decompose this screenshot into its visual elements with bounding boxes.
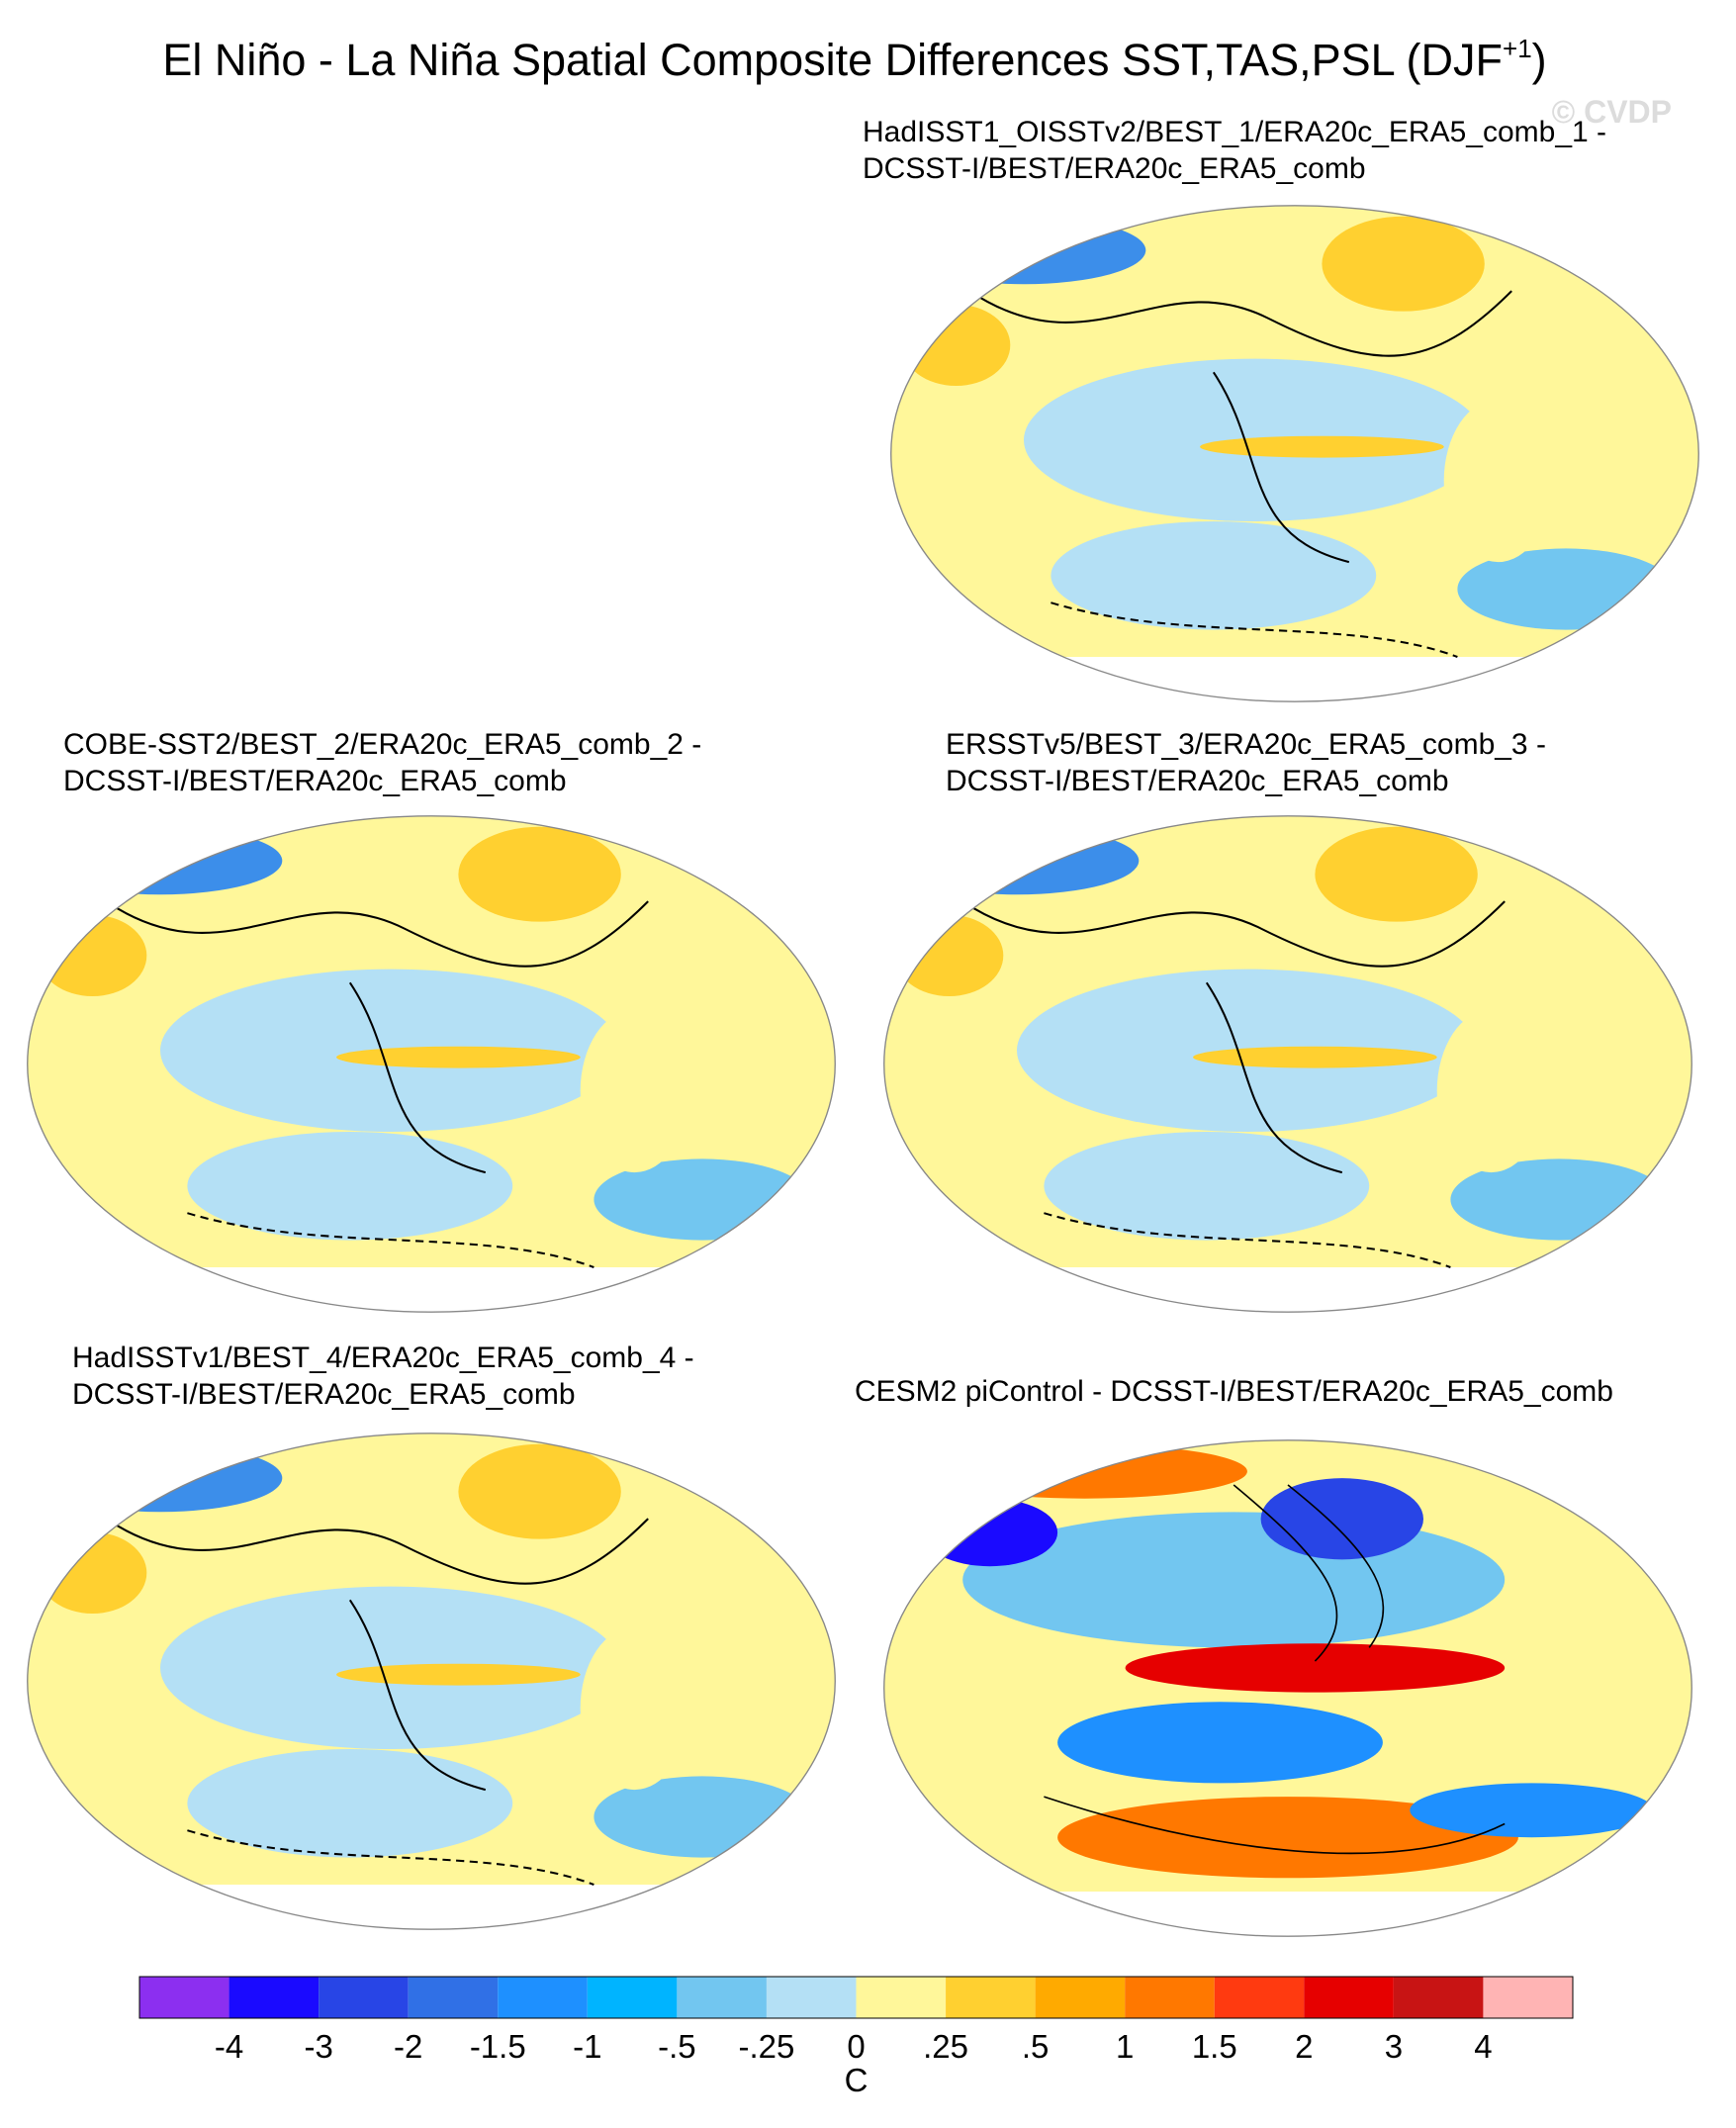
panel-title: DCSST-I/BEST/ERA20c_ERA5_comb [863, 152, 1366, 185]
map-panel [888, 203, 1701, 711]
colorbar-box [1125, 1977, 1215, 2018]
figure-title: El Niño - La Niña Spatial Composite Diff… [162, 34, 1546, 85]
colorbar-label: -1.5 [470, 2028, 526, 2065]
colorbar-box [498, 1977, 588, 2018]
colorbar-box [1304, 1977, 1394, 2018]
colorbar-box [946, 1977, 1036, 2018]
panel-title: ERSSTv5/BEST_3/ERA20c_ERA5_comb_3 - [946, 728, 1546, 761]
colorbar-box [766, 1977, 857, 2018]
title-main: El Niño - La Niña Spatial Composite Diff… [162, 35, 1503, 85]
panel-title: DCSST-I/BEST/ERA20c_ERA5_comb [72, 1378, 576, 1411]
panel-title: COBE-SST2/BEST_2/ERA20c_ERA5_comb_2 - [63, 728, 701, 761]
colorbar-box [1393, 1977, 1484, 2018]
panel-title: HadISST1_OISSTv2/BEST_1/ERA20c_ERA5_comb… [863, 116, 1606, 148]
colorbar-box [677, 1977, 767, 2018]
colorbar-box [1483, 1977, 1573, 2018]
colorbar-label: 1.5 [1192, 2028, 1237, 2065]
panel-title: DCSST-I/BEST/ERA20c_ERA5_comb [946, 765, 1449, 797]
watermark: © CVDP [1552, 94, 1672, 130]
panel-title: CESM2 piControl - DCSST-I/BEST/ERA20c_ER… [855, 1375, 1613, 1408]
colorbar-box [319, 1977, 409, 2018]
colorbar-label: 2 [1295, 2028, 1313, 2065]
panel-title: HadISSTv1/BEST_4/ERA20c_ERA5_comb_4 - [72, 1342, 694, 1374]
colorbar: -4 -3 -2 -1.5 -1 -.5 -.25 0 .25 .5 1 1.5 2 3 4 C [138, 1976, 1574, 2098]
colorbar-box [228, 1977, 320, 2018]
colorbar-box [1035, 1977, 1126, 2018]
map-panel [881, 1437, 1694, 1946]
colorbar-unit: C [845, 2062, 868, 2098]
colorbar-box [139, 1977, 229, 2018]
map-panel [25, 1431, 838, 1939]
panel-titles: HadISST1_OISSTv2/BEST_1/ERA20c_ERA5_comb… [63, 116, 1613, 1411]
colorbar-label: 3 [1385, 2028, 1403, 2065]
colorbar-frame [138, 1976, 1574, 2019]
map-panel [881, 813, 1694, 1322]
colorbar-box [587, 1977, 678, 2018]
colorbar-label: .25 [923, 2028, 968, 2065]
title-superscript: +1 [1503, 34, 1532, 63]
colorbar-label: -1 [573, 2028, 601, 2065]
panel-title: DCSST-I/BEST/ERA20c_ERA5_comb [63, 765, 567, 797]
colorbar-label: -4 [215, 2028, 243, 2065]
title-close: ) [1532, 35, 1547, 85]
colorbar-box [408, 1977, 499, 2018]
colorbar-box [1214, 1977, 1305, 2018]
colorbar-label: -3 [304, 2028, 332, 2065]
colorbar-label: -2 [394, 2028, 422, 2065]
colorbar-label: .5 [1022, 2028, 1050, 2065]
colorbar-label: -.25 [739, 2028, 795, 2065]
colorbar-label: 0 [847, 2028, 865, 2065]
colorbar-box [856, 1977, 947, 2018]
map-panel [25, 813, 838, 1322]
colorbar-label: -.5 [658, 2028, 696, 2065]
colorbar-label: 1 [1116, 2028, 1134, 2065]
colorbar-label: 4 [1474, 2028, 1492, 2065]
